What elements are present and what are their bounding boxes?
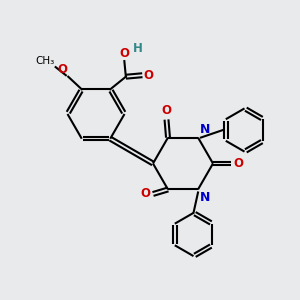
Text: N: N [200,123,210,136]
Text: H: H [133,41,142,55]
Text: O: O [58,63,68,76]
Text: O: O [141,188,151,200]
Text: CH₃: CH₃ [35,56,55,66]
Text: O: O [119,47,129,60]
Text: O: O [161,104,171,117]
Text: O: O [233,157,243,170]
Text: N: N [200,191,210,204]
Text: O: O [144,69,154,82]
